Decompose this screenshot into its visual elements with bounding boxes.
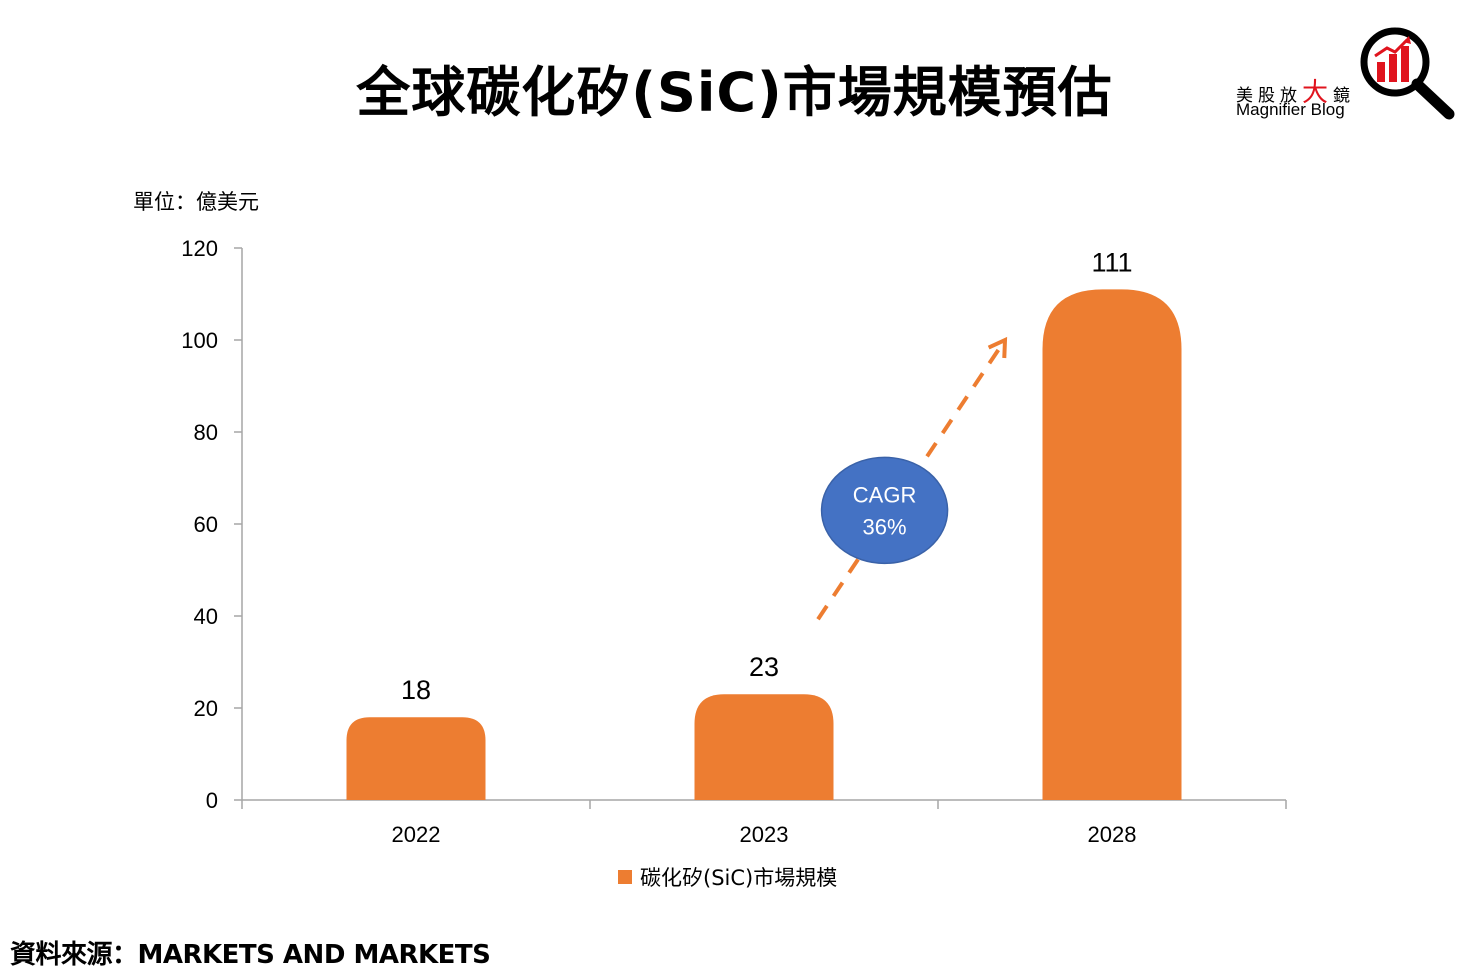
bar-series xyxy=(346,289,1182,800)
bar-2022 xyxy=(346,717,486,800)
bar-2023 xyxy=(694,694,834,800)
cagr-bubble xyxy=(820,456,949,565)
unit-label: 單位：億美元 xyxy=(133,190,259,214)
y-tick-label: 80 xyxy=(194,420,218,445)
data-label-2028: 111 xyxy=(1091,247,1132,277)
legend-label: 碳化矽(SiC)市場規模 xyxy=(640,866,838,890)
chart-title: 全球碳化矽(SiC)市場規模預估 xyxy=(356,61,1113,124)
source-note: 資料來源：MARKETS AND MARKETS xyxy=(10,940,491,970)
data-label-2023: 23 xyxy=(749,652,779,682)
x-tick-label-2023: 2023 xyxy=(740,822,789,847)
y-tick-label: 120 xyxy=(181,236,218,261)
legend-swatch xyxy=(618,870,632,884)
chart-legend: 碳化矽(SiC)市場規模 xyxy=(618,862,837,892)
logo-english-text: Magnifier Blog xyxy=(1236,100,1345,119)
data-label-2022: 18 xyxy=(401,675,431,705)
y-tick-label: 0 xyxy=(206,788,218,813)
y-tick-label: 40 xyxy=(194,604,218,629)
data-labels: 18 2022 23 2023 111 2028 xyxy=(392,247,1137,847)
cagr-annotation: CAGR 36% xyxy=(816,336,1008,621)
y-axis-ticks: 0 20 40 60 80 100 120 xyxy=(181,236,242,813)
magnifier-blog-logo: 美股放大鏡 Magnifier Blog xyxy=(1230,22,1460,122)
x-tick-label-2022: 2022 xyxy=(392,822,441,847)
bar-2028 xyxy=(1042,289,1182,800)
y-tick-label: 60 xyxy=(194,512,218,537)
x-tick-label-2028: 2028 xyxy=(1088,822,1137,847)
logo-chinese-text: 美股放大鏡 xyxy=(1236,78,1356,108)
cagr-arrowhead xyxy=(987,336,1008,359)
y-tick-label: 20 xyxy=(194,696,218,721)
y-tick-label: 100 xyxy=(181,328,218,353)
cagr-label-line2: 36% xyxy=(863,514,907,539)
magnifier-bar-chart-icon xyxy=(1360,27,1455,120)
cagr-label-line1: CAGR xyxy=(853,482,917,507)
